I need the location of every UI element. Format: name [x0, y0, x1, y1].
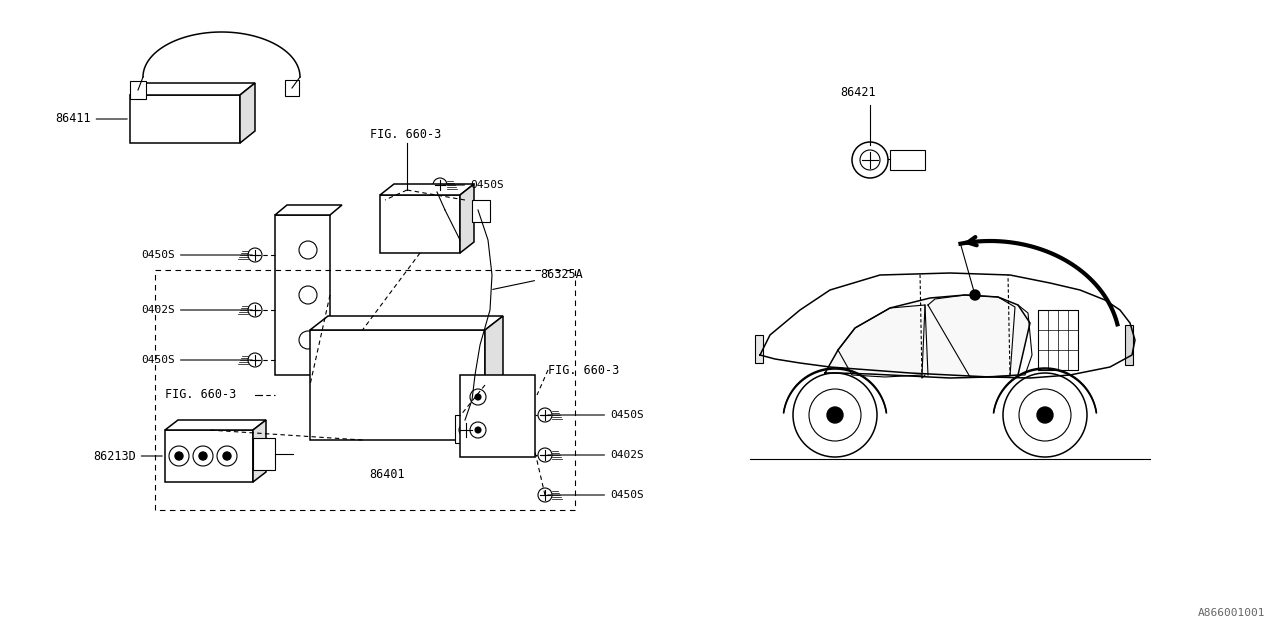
Text: 86213D: 86213D	[93, 449, 163, 463]
Polygon shape	[460, 184, 474, 253]
Circle shape	[1037, 407, 1053, 423]
Polygon shape	[310, 316, 503, 330]
Bar	[890, 150, 925, 170]
Bar	[310, 330, 485, 440]
Polygon shape	[380, 184, 474, 195]
Bar	[165, 430, 253, 482]
Bar	[472, 200, 490, 222]
Polygon shape	[165, 420, 266, 430]
Text: 0450S: 0450S	[141, 355, 252, 365]
Bar	[1125, 325, 1133, 365]
Polygon shape	[241, 83, 255, 143]
Text: 0450S: 0450S	[443, 180, 504, 190]
Bar	[253, 438, 275, 470]
Polygon shape	[253, 420, 266, 482]
Text: 0450S: 0450S	[548, 410, 644, 420]
Bar	[380, 195, 460, 253]
Bar	[454, 415, 477, 443]
Text: FIG. 660-3: FIG. 660-3	[165, 388, 237, 401]
Circle shape	[175, 452, 183, 460]
Bar	[460, 375, 535, 457]
Text: A866001001: A866001001	[1198, 608, 1265, 618]
Circle shape	[475, 394, 481, 400]
Text: 0402S: 0402S	[141, 305, 252, 315]
Text: 0402S: 0402S	[548, 450, 644, 460]
Text: 0450S: 0450S	[141, 250, 252, 260]
Bar	[1038, 310, 1078, 370]
Circle shape	[827, 407, 844, 423]
Circle shape	[970, 290, 980, 300]
Polygon shape	[826, 295, 1030, 378]
Circle shape	[198, 452, 207, 460]
Text: FIG. 660-3: FIG. 660-3	[370, 129, 442, 141]
Bar	[275, 215, 330, 375]
Polygon shape	[131, 83, 255, 95]
Text: FIG. 660-3: FIG. 660-3	[548, 364, 620, 376]
Bar	[285, 80, 300, 96]
Polygon shape	[275, 205, 342, 215]
Bar	[131, 95, 241, 143]
Circle shape	[223, 452, 230, 460]
Text: 86421: 86421	[840, 86, 876, 99]
Text: 0450S: 0450S	[548, 490, 644, 500]
Text: 86401: 86401	[370, 468, 406, 481]
Circle shape	[475, 427, 481, 433]
Bar	[131, 81, 146, 99]
Text: 86411: 86411	[55, 113, 127, 125]
Bar	[755, 335, 763, 363]
Polygon shape	[485, 316, 503, 440]
Text: 86325A: 86325A	[493, 269, 582, 289]
